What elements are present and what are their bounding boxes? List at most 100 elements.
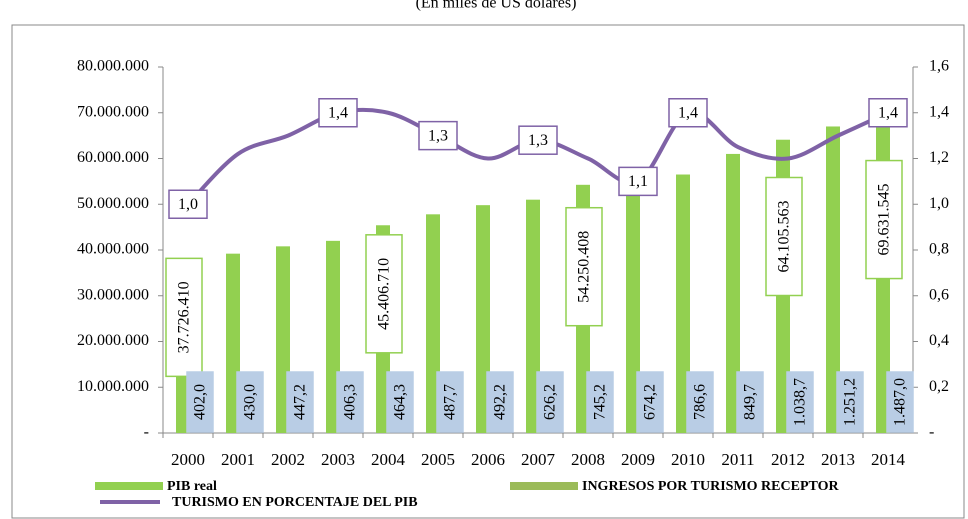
- x-tick-label: 2007: [521, 450, 556, 469]
- label-box: [636, 371, 664, 433]
- y2-tick-label: 1,4: [929, 103, 949, 120]
- bar: [676, 174, 690, 433]
- legend-swatch: [510, 482, 578, 490]
- data-label-group: 1.251,2: [836, 371, 864, 433]
- y-tick-label: 30.000.000: [77, 286, 149, 303]
- data-label: 447,2: [292, 384, 309, 420]
- x-tick-label: 2008: [571, 450, 605, 469]
- label-box: [165, 257, 203, 378]
- x-tick-label: 2003: [321, 450, 355, 469]
- label-box: [168, 189, 208, 219]
- label-box: [486, 371, 514, 433]
- data-label-group: 430,0: [236, 371, 264, 433]
- data-label-group: 45.406.710: [365, 234, 403, 354]
- data-label-group: 37.726.410: [165, 257, 203, 378]
- bar: [826, 126, 840, 433]
- x-tick-label: 2002: [271, 450, 305, 469]
- data-label: 1,3: [428, 127, 448, 144]
- x-tick-label: 2011: [721, 450, 754, 469]
- label-box: [436, 371, 464, 433]
- y2-tick-label: 1,6: [929, 58, 949, 75]
- x-tick-label: 2004: [371, 450, 406, 469]
- label-box: [565, 206, 603, 327]
- y2-tick-label: 1,2: [929, 149, 949, 166]
- data-label-group: 402,0: [186, 371, 214, 433]
- data-label-group: 1.038,7: [786, 371, 814, 433]
- data-label: 54.250.408: [576, 231, 593, 303]
- data-label: 45.406.710: [376, 258, 393, 330]
- data-label-group: 674,2: [636, 371, 664, 433]
- label-box: [765, 176, 803, 297]
- data-label: 849,7: [742, 384, 759, 420]
- data-label: 1,4: [328, 104, 348, 121]
- data-label-group: 69.631.545: [865, 159, 903, 280]
- data-label-group: 406,3: [336, 371, 364, 433]
- legend-label: INGRESOS POR TURISMO RECEPTOR: [582, 479, 839, 494]
- label-box: [365, 234, 403, 354]
- y-tick-label: 80.000.000: [77, 58, 149, 75]
- data-label-group: 745,2: [586, 371, 614, 433]
- label-box: [786, 371, 814, 433]
- label-box: [736, 371, 764, 433]
- label-box: [836, 371, 864, 433]
- y2-tick-label: 0,4: [929, 332, 949, 349]
- y2-tick-label: 0,6: [929, 286, 949, 303]
- y-tick-label: -: [144, 424, 149, 441]
- data-label-group: 1.487,0: [886, 371, 914, 433]
- data-label: 1,3: [528, 132, 548, 149]
- label-box: [236, 371, 264, 433]
- data-label-group: 447,2: [286, 371, 314, 433]
- legend-label: PIB real: [167, 479, 217, 494]
- data-label: 745,2: [592, 384, 609, 420]
- x-tick-label: 2012: [771, 450, 805, 469]
- label-box: [418, 120, 458, 151]
- data-label: 1.251,2: [842, 378, 859, 426]
- y2-tick-label: 0,2: [929, 378, 949, 395]
- label-box: [618, 166, 658, 197]
- label-box: [286, 371, 314, 433]
- data-label-group: 849,7: [736, 371, 764, 433]
- data-label: 464,3: [392, 384, 409, 420]
- y2-tick-label: 0,8: [929, 241, 949, 258]
- x-tick-label: 2006: [471, 450, 505, 469]
- y-tick-label: 40.000.000: [77, 241, 149, 258]
- data-label: 402,0: [192, 384, 209, 420]
- data-label-group: 492,2: [486, 371, 514, 433]
- data-label: 1.038,7: [792, 378, 809, 426]
- label-box: [865, 159, 903, 280]
- y-tick-label: 60.000.000: [77, 149, 149, 166]
- label-box: [186, 371, 214, 433]
- x-tick-label: 2013: [821, 450, 855, 469]
- y-tick-label: 70.000.000: [77, 103, 149, 120]
- label-box: [536, 371, 564, 433]
- x-tick-label: 2005: [421, 450, 455, 469]
- chart-subtitle: (En miles de US dólares): [416, 0, 577, 12]
- data-label-group: 786,6: [686, 371, 714, 433]
- label-box: [886, 371, 914, 433]
- bar: [726, 153, 740, 434]
- x-tick-label: 2014: [871, 450, 906, 469]
- data-label-group: 64.105.563: [765, 176, 803, 297]
- chart-frame: [11, 24, 965, 519]
- label-box: [686, 371, 714, 433]
- label-box: [336, 371, 364, 433]
- x-tick-label: 2009: [621, 450, 655, 469]
- label-box: [868, 98, 908, 128]
- data-label: 786,6: [692, 384, 709, 420]
- data-label: 64.105.563: [776, 201, 793, 273]
- legend-label: TURISMO EN PORCENTAJE DEL PIB: [172, 495, 418, 510]
- data-label: 1,4: [878, 104, 898, 121]
- data-label: 492,2: [492, 384, 509, 420]
- data-label: 674,2: [642, 384, 659, 420]
- x-tick-label: 2001: [221, 450, 255, 469]
- data-label: 487,7: [442, 384, 459, 420]
- data-label: 1.487,0: [892, 378, 909, 426]
- y2-tick-label: -: [929, 424, 934, 441]
- y-tick-label: 20.000.000: [77, 332, 149, 349]
- data-label: 406,3: [342, 384, 359, 420]
- data-label: 69.631.545: [876, 184, 893, 256]
- data-label: 430,0: [242, 384, 259, 420]
- data-label: 1,1: [628, 173, 648, 190]
